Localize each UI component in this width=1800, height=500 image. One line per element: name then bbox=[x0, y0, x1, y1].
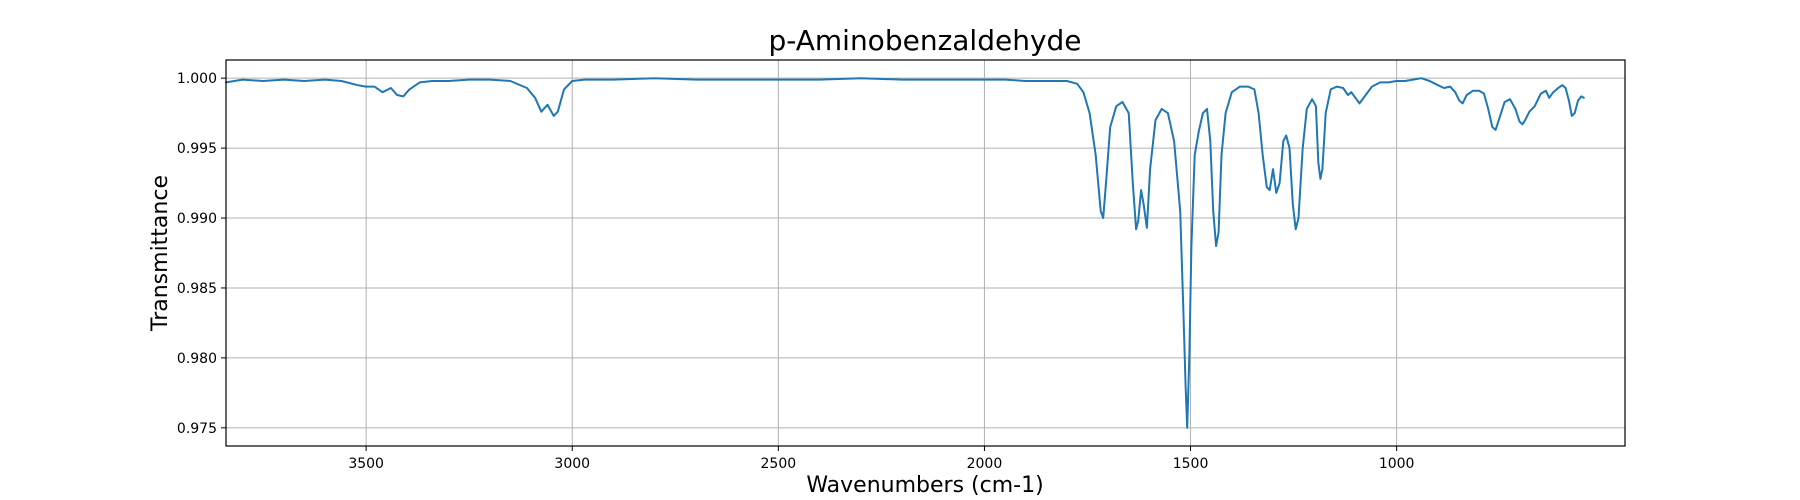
y-tick-label: 0.995 bbox=[177, 141, 217, 157]
chart-title: p-Aminobenzaldehyde bbox=[768, 24, 1081, 57]
plot-frame bbox=[225, 59, 1626, 447]
x-axis-label: Wavenumbers (cm-1) bbox=[806, 473, 1043, 498]
y-tick-label: 0.980 bbox=[177, 351, 217, 367]
x-tick-label: 1000 bbox=[1379, 456, 1415, 472]
spectrum-line bbox=[225, 77, 1585, 429]
y-tick-label: 0.975 bbox=[177, 421, 217, 437]
x-tick-label: 2000 bbox=[967, 456, 1003, 472]
x-tick-label: 1500 bbox=[1173, 456, 1209, 472]
y-tick-label: 0.985 bbox=[177, 281, 217, 297]
y-axis-label: Transmittance bbox=[148, 175, 173, 332]
grid-lines bbox=[226, 60, 1625, 446]
y-tick-label: 0.990 bbox=[177, 211, 217, 227]
axis-ticks: 3500 3000 2500 2000 1500 1000 0.975 0.980 0.985 0… bbox=[177, 71, 1415, 472]
x-tick-label: 3500 bbox=[348, 456, 384, 472]
x-tick-label: 2500 bbox=[761, 456, 797, 472]
x-tick-label: 3000 bbox=[554, 456, 590, 472]
series-layer bbox=[225, 77, 1585, 429]
y-tick-label: 1.000 bbox=[177, 71, 217, 87]
